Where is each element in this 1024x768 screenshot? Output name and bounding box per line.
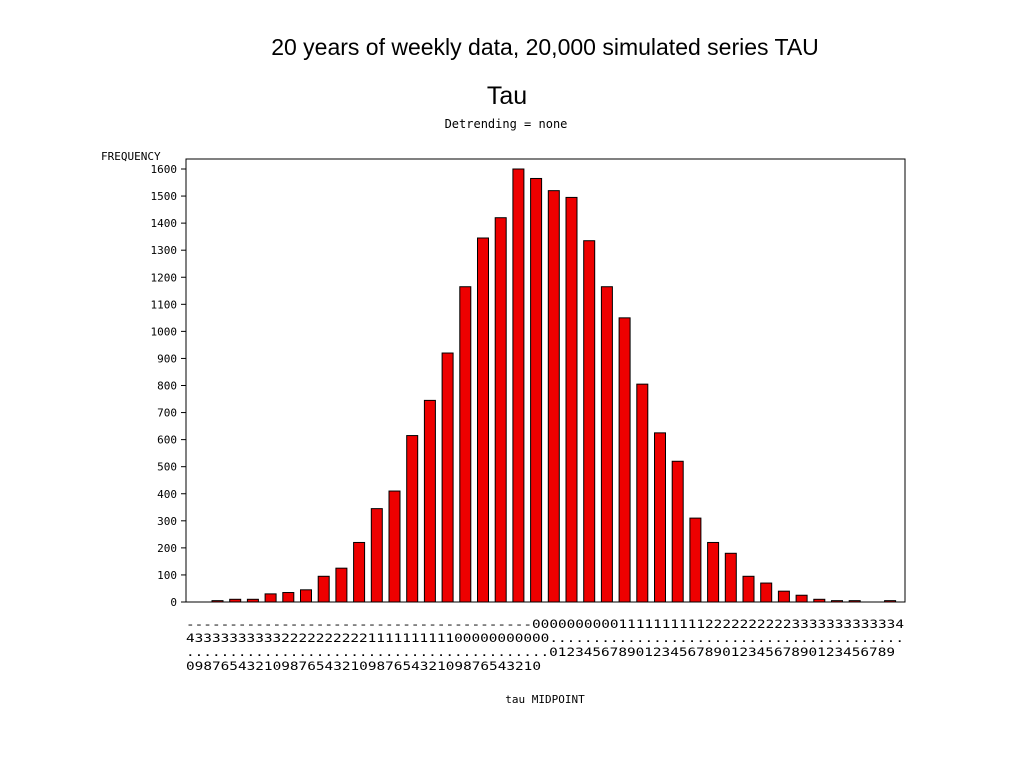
histogram-bar — [530, 177, 543, 603]
x-tick-row: 4333333333322222222221111111111000000000… — [186, 631, 904, 645]
y-tick-label: 900 — [157, 352, 177, 365]
histogram-bar — [246, 598, 259, 603]
histogram-bar — [477, 237, 489, 603]
y-tick-label: 400 — [157, 488, 177, 501]
histogram-bar — [636, 383, 649, 603]
histogram-bar — [813, 598, 826, 603]
x-tick-row: 0987654321098765432109876543210987654321… — [186, 659, 541, 673]
histogram-bar — [264, 593, 277, 603]
histogram-bar — [406, 435, 419, 603]
y-tick-label: 1000 — [151, 325, 178, 338]
histogram-bar — [618, 317, 631, 603]
y-tick-label: 600 — [157, 434, 177, 447]
y-tick-label: 1300 — [151, 244, 178, 257]
y-tick-label: 500 — [157, 461, 177, 474]
y-tick-label: 1600 — [151, 163, 178, 176]
chart-title: Tau — [487, 82, 527, 110]
histogram-bar — [707, 541, 720, 603]
histogram-bar — [600, 286, 613, 603]
histogram-bar — [884, 600, 897, 603]
histogram-bar — [848, 600, 861, 603]
histogram-bar — [370, 508, 383, 603]
histogram-bar — [423, 399, 436, 603]
y-tick-label: 1400 — [151, 217, 178, 230]
y-tick-label: 700 — [157, 407, 177, 420]
y-tick-label: 1100 — [151, 298, 178, 311]
x-tick-row: ----------------------------------------… — [186, 617, 904, 631]
x-axis-label: tau MIDPOINT — [505, 693, 585, 706]
histogram-bar — [583, 240, 596, 603]
slide-title: 20 years of weekly data, 20,000 simulate… — [271, 34, 819, 60]
histogram-bar — [282, 592, 295, 603]
y-tick-label: 800 — [157, 380, 177, 393]
histogram-bar — [795, 594, 808, 603]
histogram-bar — [724, 552, 737, 603]
histogram-bar — [353, 541, 366, 603]
plot-frame — [185, 158, 906, 603]
histogram-bar — [512, 168, 525, 603]
histogram-bar — [760, 582, 773, 603]
chart-subtitle: Detrending = none — [445, 117, 568, 131]
y-tick-label: 300 — [157, 515, 177, 528]
x-axis-tick-rows: ----------------------------------------… — [186, 617, 904, 673]
y-tick-label: 200 — [157, 542, 177, 555]
histogram-bar — [300, 589, 312, 603]
y-axis-label: FREQUENCY — [101, 150, 161, 163]
histogram-bar — [565, 196, 578, 603]
y-tick-label: 0 — [170, 596, 177, 609]
y-tick-label: 1500 — [151, 190, 178, 203]
histogram-bar — [459, 286, 472, 603]
bars — [211, 168, 897, 603]
y-axis: 0 100 200 300 400 500 600 700 800 900 1000 1100 1200… — [151, 163, 186, 609]
histogram-bar — [388, 490, 401, 603]
histogram-bar — [742, 575, 755, 603]
histogram-bar — [229, 598, 242, 603]
histogram-bar — [335, 567, 348, 603]
histogram-bar — [547, 190, 560, 603]
histogram-bar — [777, 590, 790, 603]
y-tick-label: 1200 — [151, 271, 178, 284]
histogram-bar — [441, 352, 454, 603]
histogram-bar — [671, 460, 684, 603]
histogram-bar — [654, 432, 666, 603]
histogram-bar — [317, 575, 330, 603]
y-tick-label: 100 — [157, 569, 177, 582]
histogram-bar — [494, 217, 507, 603]
histogram-bar — [831, 600, 843, 603]
x-tick-row: ........................................… — [186, 645, 895, 659]
histogram-bar — [689, 517, 702, 603]
histogram-bar — [211, 600, 224, 603]
